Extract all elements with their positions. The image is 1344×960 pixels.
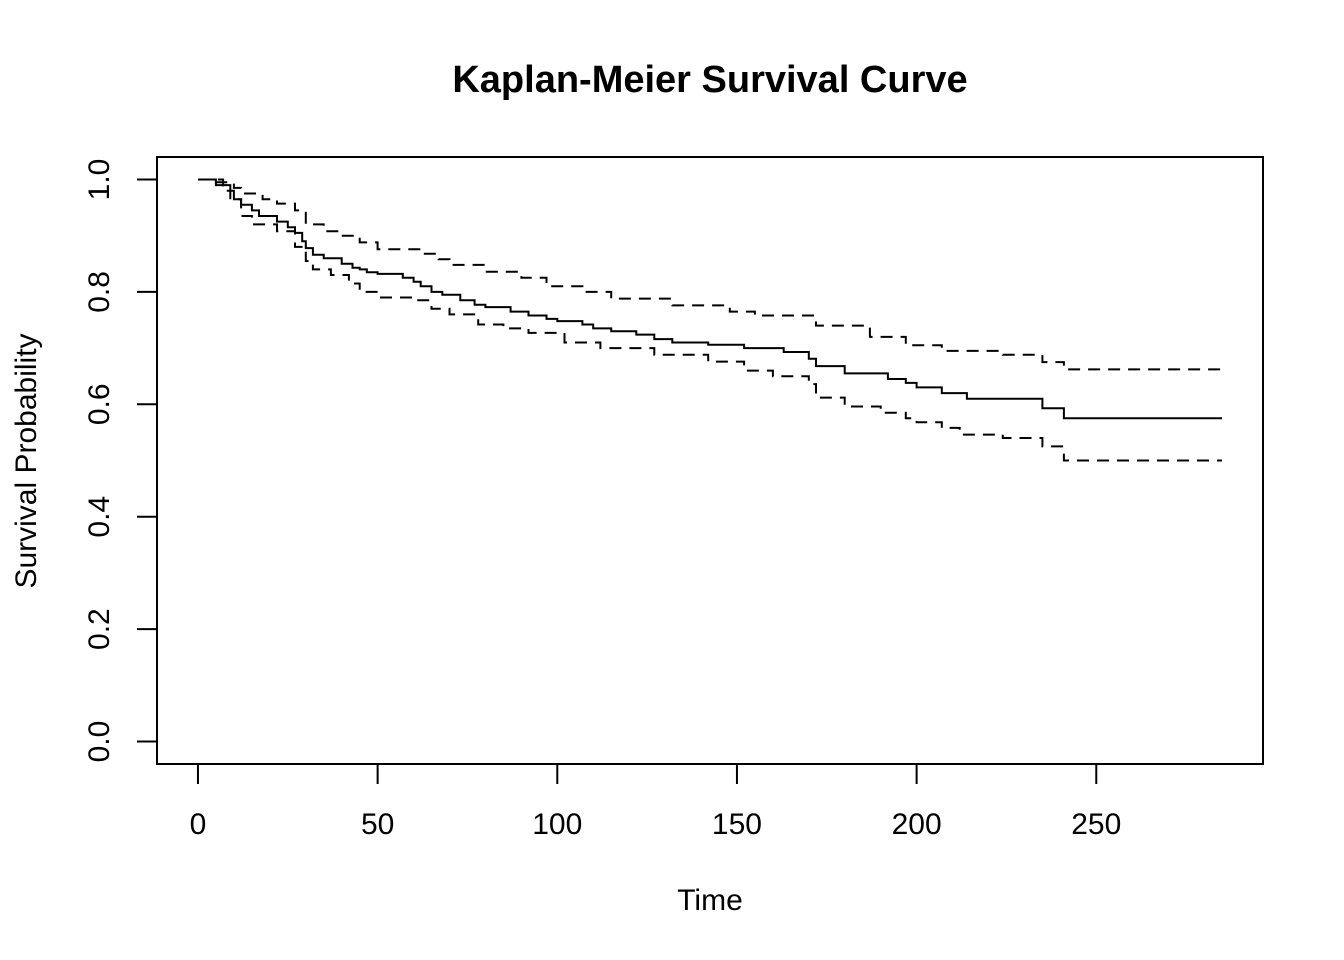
lower-ci-line [198,178,1222,462]
x-tick-label: 0 [190,808,207,841]
x-tick-label: 200 [892,808,942,841]
survival-line [198,178,1222,420]
y-tick-label: 0.2 [83,608,116,650]
x-axis-label: Time [677,884,743,917]
x-tick-label: 100 [532,808,582,841]
y-axis: 0.0 0.2 0.4 0.6 0.8 1.0 [83,159,158,763]
x-axis: 0 50 100 150 200 250 [190,763,1121,841]
x-tick-label: 250 [1071,808,1121,841]
chart-title: Kaplan-Meier Survival Curve [452,59,967,101]
y-tick-label: 0.0 [83,721,116,763]
upper-ci-line [198,178,1222,371]
x-tick-label: 150 [712,808,762,841]
x-tick-label: 50 [361,808,394,841]
y-tick-label: 0.6 [83,383,116,425]
y-axis-label: Survival Probability [10,333,43,588]
y-tick-label: 0.8 [83,271,116,313]
y-tick-label: 1.0 [83,159,116,201]
y-tick-label: 0.4 [83,496,116,538]
series-layer [198,178,1222,462]
